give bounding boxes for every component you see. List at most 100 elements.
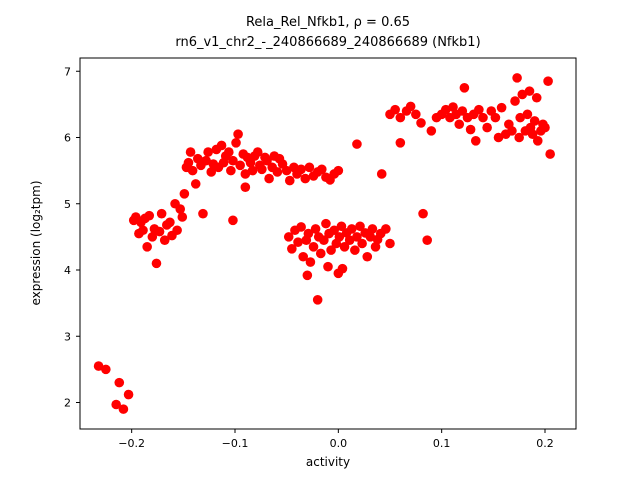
data-point xyxy=(165,217,175,228)
data-point xyxy=(293,237,303,247)
data-point xyxy=(323,261,333,272)
data-point xyxy=(395,138,406,148)
x-tick-label: 0.1 xyxy=(433,437,451,450)
data-point xyxy=(531,92,542,103)
data-point xyxy=(216,140,227,151)
data-point xyxy=(315,248,326,259)
data-point xyxy=(111,399,121,410)
data-point xyxy=(247,165,258,176)
y-tick-label: 3 xyxy=(64,330,71,343)
data-point xyxy=(457,106,468,116)
data-point xyxy=(177,212,188,222)
data-point xyxy=(532,136,543,146)
data-point xyxy=(493,132,504,143)
data-point xyxy=(459,83,470,93)
chart-subtitle: rn6_v1_chr2_-_240866689_240866689 (Nfkb1… xyxy=(175,35,481,50)
data-point xyxy=(310,224,321,234)
data-point xyxy=(441,104,451,115)
data-point xyxy=(287,244,297,254)
data-point xyxy=(308,242,319,252)
data-point xyxy=(226,165,236,176)
data-point xyxy=(187,165,198,176)
x-axis-label: activity xyxy=(305,455,351,469)
data-point xyxy=(302,270,313,281)
data-point xyxy=(312,295,323,305)
data-point xyxy=(524,86,535,96)
data-point xyxy=(296,222,306,232)
data-point xyxy=(362,251,373,262)
data-point xyxy=(465,124,476,135)
data-point xyxy=(281,165,292,176)
data-point xyxy=(390,104,400,115)
chart-title: Rela_Rel_Nfkb1, ρ = 0.65 xyxy=(245,15,411,30)
data-point xyxy=(198,208,208,219)
data-point xyxy=(385,238,395,249)
data-point xyxy=(344,235,355,245)
data-point xyxy=(352,139,362,149)
data-point xyxy=(496,102,507,113)
data-point xyxy=(252,147,263,157)
data-point xyxy=(376,169,387,179)
data-point xyxy=(339,242,350,252)
y-tick-label: 7 xyxy=(64,65,71,78)
data-point xyxy=(175,204,186,214)
data-point xyxy=(478,112,488,123)
data-point xyxy=(147,232,158,242)
data-point xyxy=(357,238,367,249)
data-point xyxy=(329,225,340,236)
data-point xyxy=(317,164,327,175)
data-point xyxy=(454,119,465,130)
x-tick-label: 0.2 xyxy=(536,437,554,450)
data-point xyxy=(405,101,416,112)
data-point xyxy=(296,164,306,175)
x-tick-label: 0.0 xyxy=(330,437,348,450)
data-point xyxy=(228,155,238,166)
data-point xyxy=(416,118,426,128)
y-axis-label: expression (log₂tpm) xyxy=(29,180,43,306)
data-point xyxy=(319,235,329,245)
y-tick-label: 6 xyxy=(64,132,71,145)
data-point xyxy=(123,389,134,400)
data-point xyxy=(262,155,272,166)
data-point xyxy=(114,377,125,388)
data-point xyxy=(257,164,267,175)
data-point xyxy=(138,225,148,236)
data-point xyxy=(159,235,170,245)
axes-frame xyxy=(79,57,577,430)
data-point xyxy=(543,76,553,86)
data-point xyxy=(240,182,251,192)
data-point xyxy=(490,112,501,123)
data-point xyxy=(233,129,243,139)
data-point xyxy=(228,215,238,226)
data-point xyxy=(272,167,283,177)
data-point xyxy=(365,232,376,242)
data-point xyxy=(529,116,540,126)
data-point xyxy=(336,221,347,232)
data-point xyxy=(240,169,251,179)
data-point xyxy=(448,102,458,112)
y-tick-label: 2 xyxy=(64,397,71,410)
data-point xyxy=(142,242,152,252)
y-tick-label: 5 xyxy=(64,198,71,211)
data-point xyxy=(367,224,378,234)
data-point xyxy=(334,232,345,242)
data-point xyxy=(300,173,311,184)
data-point xyxy=(93,361,104,371)
data-point xyxy=(304,162,315,173)
x-tick-label: −0.1 xyxy=(222,437,249,450)
data-point xyxy=(418,208,428,219)
data-point xyxy=(355,221,365,232)
data-point xyxy=(540,122,550,133)
data-point xyxy=(284,175,295,186)
data-point xyxy=(370,242,381,252)
data-point xyxy=(190,179,201,189)
data-point xyxy=(154,226,165,237)
data-point xyxy=(515,112,525,123)
data-point xyxy=(470,136,481,146)
data-point xyxy=(522,109,533,120)
data-point xyxy=(411,109,421,120)
data-point xyxy=(527,129,538,139)
data-point xyxy=(422,235,433,245)
